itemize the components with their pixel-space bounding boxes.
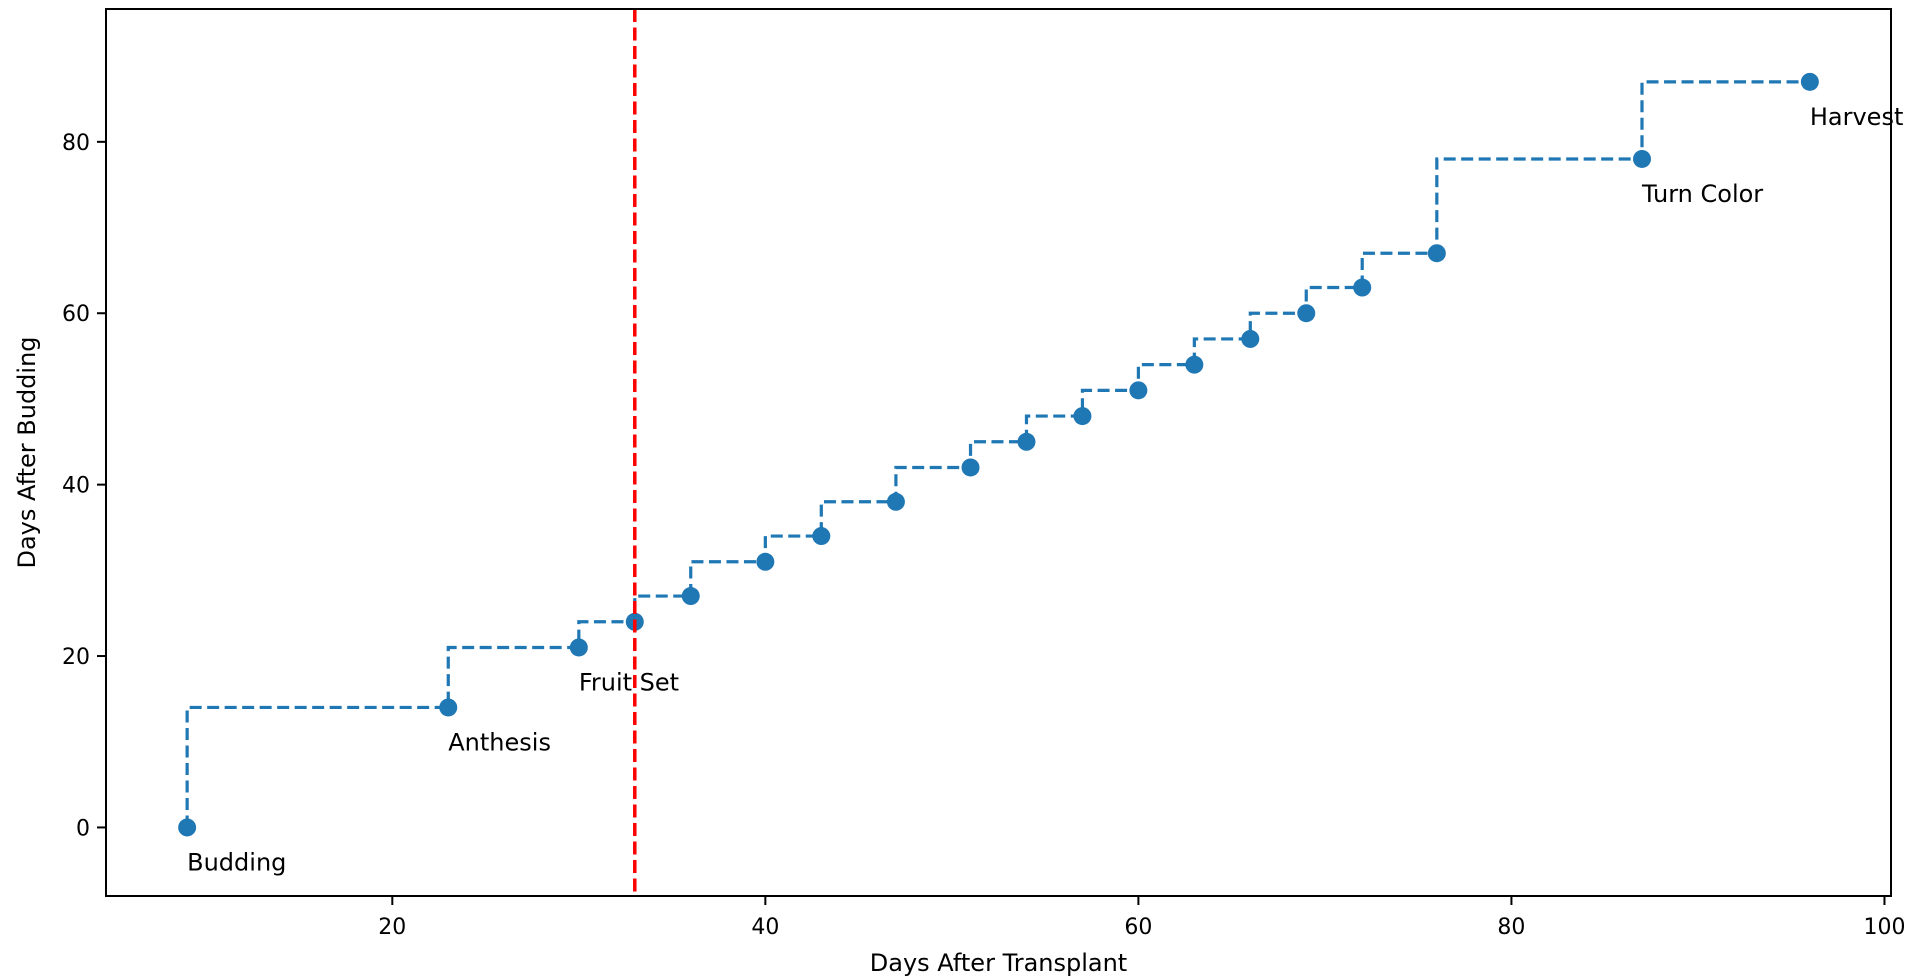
data-point bbox=[1129, 381, 1148, 400]
data-point bbox=[1632, 149, 1651, 168]
x-tick-label: 100 bbox=[1863, 915, 1905, 940]
x-axis-label: Days After Transplant bbox=[870, 949, 1127, 977]
plot-marks bbox=[178, 9, 1819, 896]
y-tick-label: 40 bbox=[62, 474, 90, 499]
x-tick-label: 40 bbox=[751, 915, 779, 940]
annotation-label: Harvest bbox=[1810, 103, 1904, 131]
y-tick-label: 80 bbox=[62, 131, 90, 156]
data-point bbox=[439, 698, 458, 717]
x-tick-label: 80 bbox=[1497, 915, 1525, 940]
data-point bbox=[1800, 72, 1819, 91]
annotation-label: Fruit Set bbox=[579, 668, 679, 696]
y-tick-label: 20 bbox=[62, 645, 90, 670]
annotation-label: Anthesis bbox=[448, 728, 551, 756]
y-tick-label: 0 bbox=[76, 816, 90, 841]
data-point bbox=[1017, 432, 1036, 451]
data-point bbox=[1353, 278, 1372, 297]
data-point bbox=[178, 818, 197, 837]
data-point bbox=[886, 492, 905, 511]
axis-ticks: 20 40 60 80 100 0 20 40 60 80 bbox=[62, 131, 1905, 940]
x-tick-label: 60 bbox=[1124, 915, 1152, 940]
annotation-label: Turn Color bbox=[1641, 180, 1763, 208]
data-point bbox=[812, 527, 831, 546]
data-point bbox=[1297, 304, 1316, 323]
data-point bbox=[569, 638, 588, 657]
annotation-label: Budding bbox=[187, 848, 286, 876]
data-point bbox=[961, 458, 980, 477]
y-tick-label: 60 bbox=[62, 302, 90, 327]
data-point bbox=[756, 552, 775, 571]
x-tick-label: 20 bbox=[378, 915, 406, 940]
data-point bbox=[1427, 244, 1446, 263]
plot-frame bbox=[105, 8, 1892, 897]
data-point bbox=[1241, 329, 1260, 348]
data-point bbox=[681, 587, 700, 606]
y-axis-label: Days After Budding bbox=[13, 336, 41, 568]
data-point bbox=[1073, 407, 1092, 426]
data-point bbox=[1185, 355, 1204, 374]
